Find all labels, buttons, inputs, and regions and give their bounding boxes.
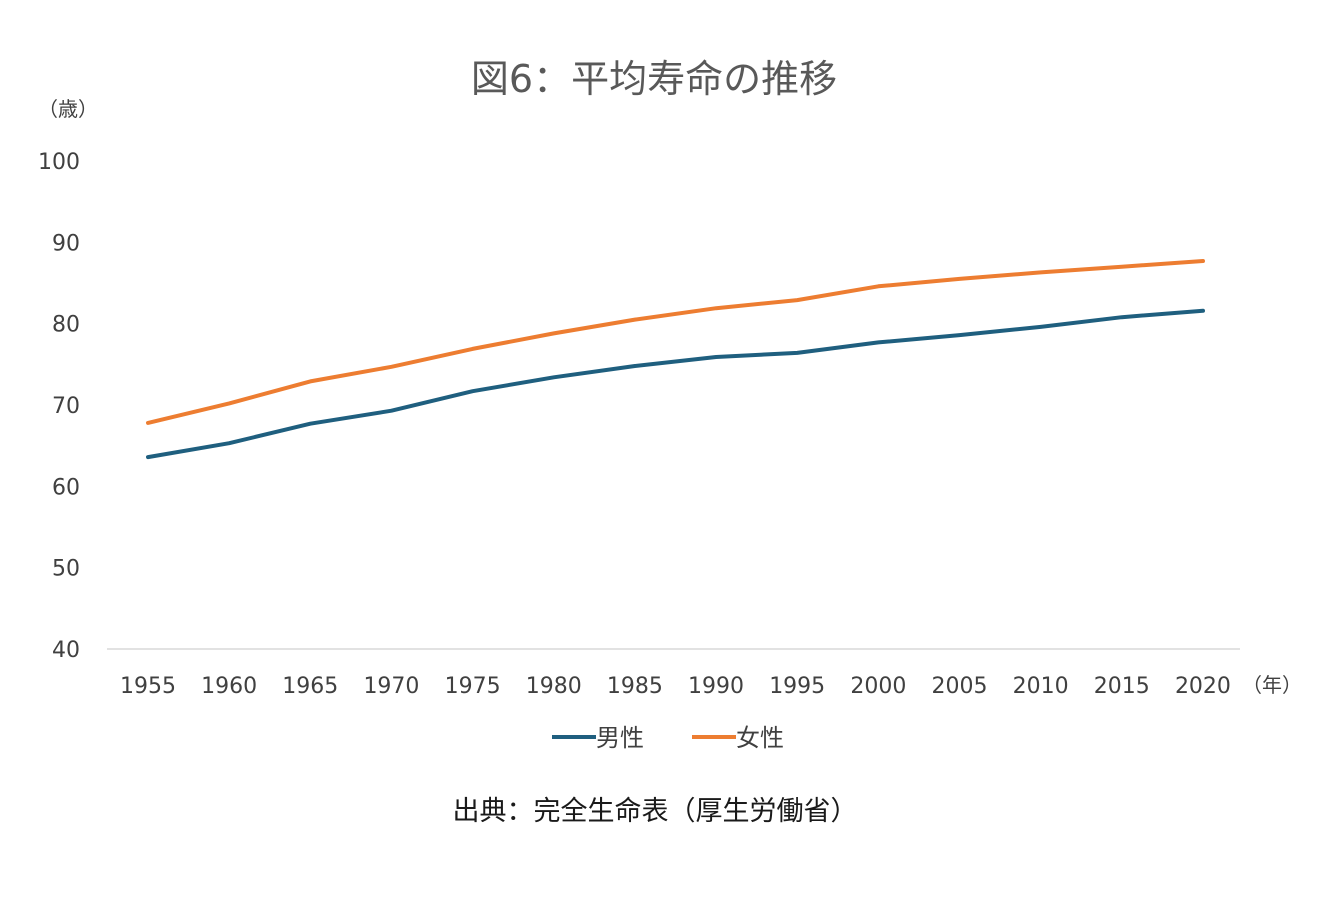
x-tick-label: 2015: [1094, 674, 1150, 699]
x-tick-label: 1995: [769, 674, 825, 699]
x-tick-label: 1980: [526, 674, 582, 699]
x-axis-ticks: 1955 1960 1965 1970 1975 1980 1985 1990 1995 2000…: [120, 674, 1231, 699]
x-tick-label: 1955: [120, 674, 176, 699]
y-tick-label: 80: [52, 313, 80, 338]
y-axis-ticks: 40 50 60 70 80 90 100: [38, 150, 80, 663]
series-line-0: [146, 308, 1205, 460]
y-tick-label: 40: [52, 638, 80, 663]
x-axis-unit-label: （年）: [1242, 673, 1302, 697]
x-tick-label: 1990: [688, 674, 744, 699]
y-axis-unit-label: （歳）: [38, 97, 98, 121]
series-line-1: [146, 259, 1205, 425]
x-tick-label: 1960: [201, 674, 257, 699]
series-lines: [146, 259, 1205, 460]
y-tick-label: 50: [52, 557, 80, 582]
y-tick-label: 70: [52, 394, 80, 419]
x-tick-label: 2010: [1013, 674, 1069, 699]
y-tick-label: 100: [38, 150, 80, 175]
x-tick-label: 2005: [932, 674, 988, 699]
x-tick-label: 1975: [445, 674, 501, 699]
x-tick-label: 1985: [607, 674, 663, 699]
x-tick-label: 1965: [282, 674, 338, 699]
x-tick-label: 1970: [363, 674, 419, 699]
y-tick-label: 60: [52, 475, 80, 500]
legend-label: 男性: [596, 724, 644, 752]
chart-title: 図6：平均寿命の推移: [471, 57, 837, 101]
x-tick-label: 2020: [1175, 674, 1231, 699]
source-note: 出典：完全生命表（厚生労働省）: [453, 796, 858, 827]
x-tick-label: 2000: [850, 674, 906, 699]
legend: 男性 女性: [552, 724, 784, 752]
y-tick-label: 90: [52, 231, 80, 256]
legend-label: 女性: [736, 724, 784, 752]
